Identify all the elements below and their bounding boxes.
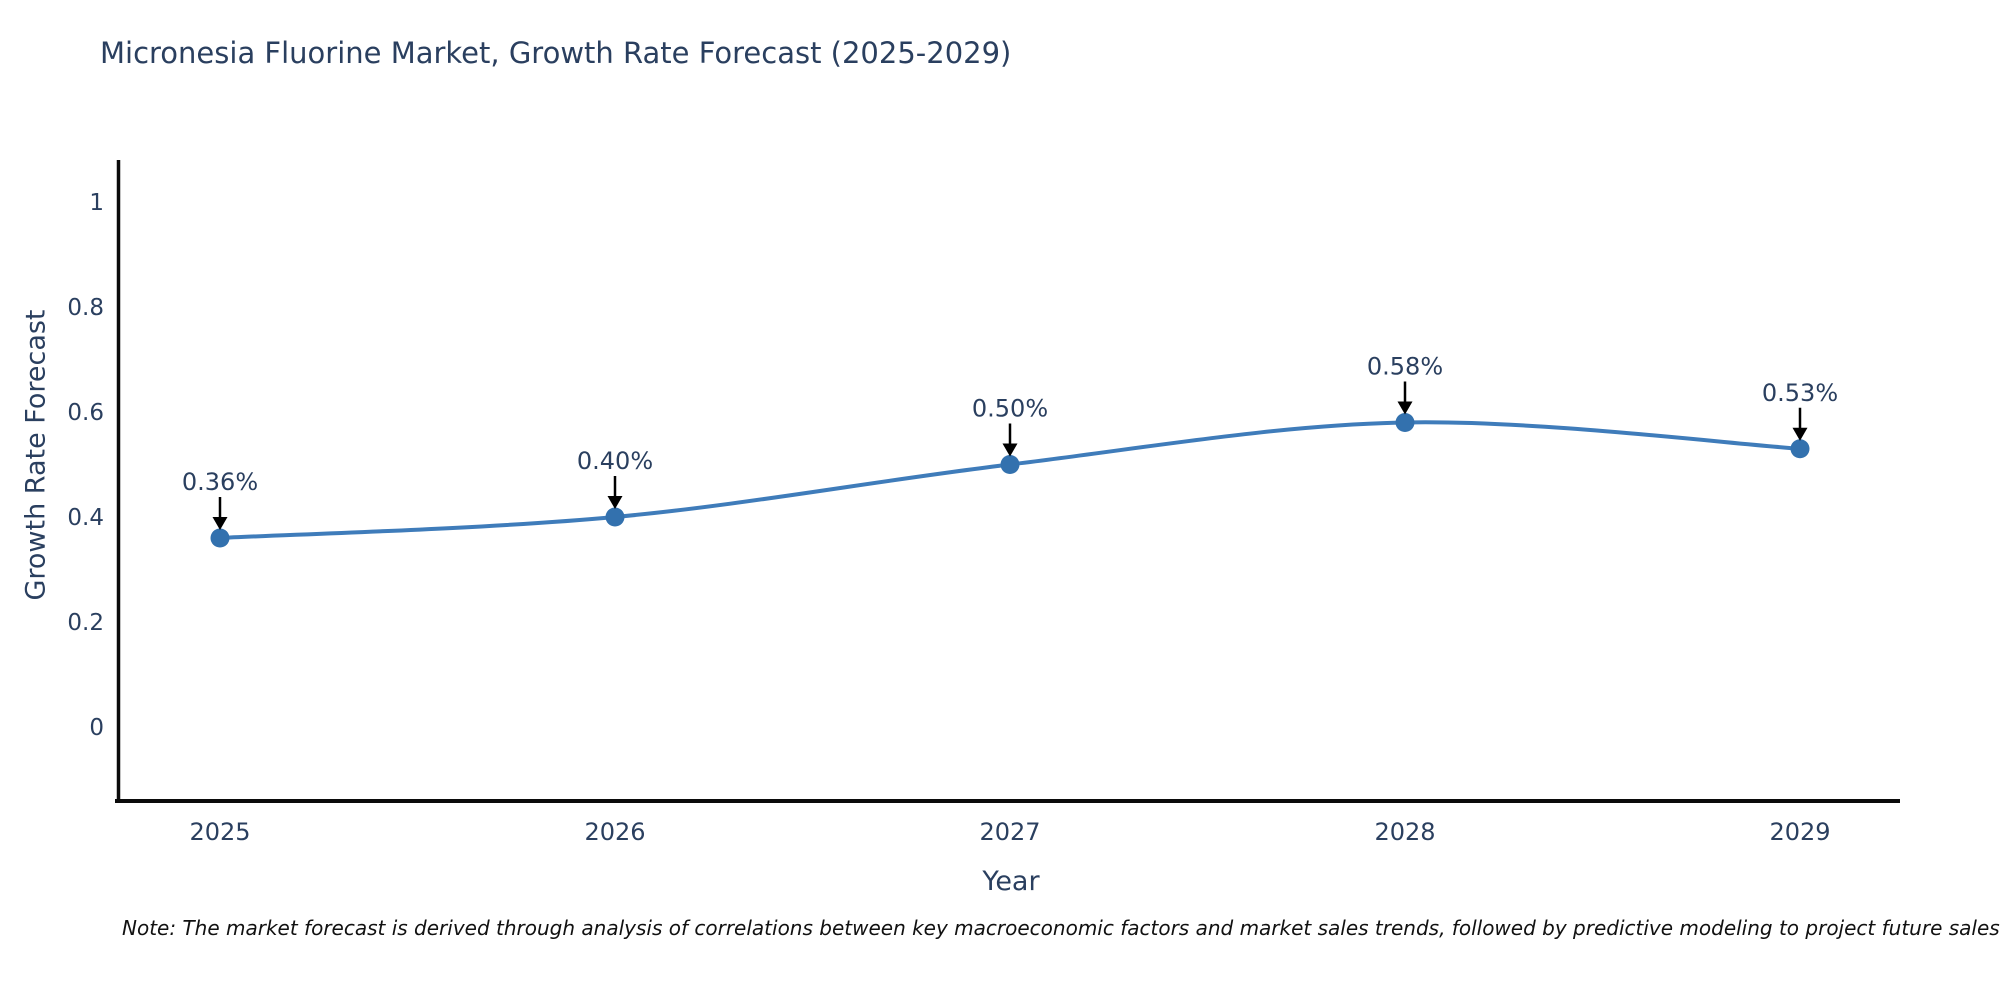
data-point-label: 0.36% bbox=[182, 468, 258, 496]
x-tick-label: 2025 bbox=[189, 818, 250, 846]
x-tick-label: 2028 bbox=[1374, 818, 1435, 846]
annotation-arrowhead bbox=[1002, 443, 1018, 457]
data-point-marker bbox=[1395, 413, 1415, 432]
annotation-arrowhead bbox=[1397, 401, 1413, 415]
annotation-arrowhead bbox=[212, 517, 228, 530]
data-point-marker bbox=[210, 528, 230, 548]
data-point-marker bbox=[1790, 439, 1810, 459]
data-point-marker bbox=[1000, 455, 1020, 474]
x-tick-label: 2027 bbox=[979, 818, 1040, 846]
data-point-label: 0.58% bbox=[1367, 353, 1443, 381]
data-point-label: 0.53% bbox=[1762, 379, 1838, 407]
y-tick-label: 0 bbox=[89, 715, 104, 741]
y-tick-label: 0.2 bbox=[67, 610, 104, 636]
footnote: Note: The market forecast is derived thr… bbox=[122, 916, 2000, 940]
y-tick-label: 0.8 bbox=[67, 295, 104, 321]
line-chart-plot: 0 0.2 0.4 0.6 0.8 1 2025 2026 2027 2028 2029 0.36% 0… bbox=[67, 160, 1900, 846]
data-point-marker bbox=[605, 507, 625, 527]
x-tick-label: 2029 bbox=[1769, 818, 1830, 846]
x-axis-title: Year bbox=[982, 866, 1040, 897]
y-tick-label: 0.4 bbox=[67, 505, 104, 531]
y-tick-label: 0.6 bbox=[67, 400, 104, 426]
y-tick-label: 1 bbox=[89, 190, 104, 216]
data-point-label: 0.50% bbox=[972, 395, 1048, 423]
annotation-arrowhead bbox=[607, 496, 623, 509]
x-tick-label: 2026 bbox=[584, 818, 645, 846]
chart-title: Micronesia Fluorine Market, Growth Rate … bbox=[100, 36, 1012, 70]
data-point-label: 0.40% bbox=[577, 447, 653, 475]
annotation-arrowhead bbox=[1792, 427, 1808, 441]
